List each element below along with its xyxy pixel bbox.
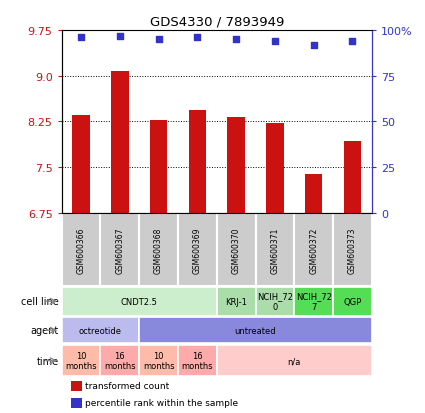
- Bar: [71, 398, 82, 408]
- FancyBboxPatch shape: [62, 318, 139, 343]
- Point: [272, 38, 278, 45]
- Text: 10
months: 10 months: [143, 351, 174, 370]
- Text: cell line: cell line: [21, 297, 59, 306]
- Text: time: time: [37, 356, 59, 366]
- Text: QGP: QGP: [343, 297, 362, 306]
- Text: GSM600373: GSM600373: [348, 227, 357, 273]
- Bar: [111, 72, 128, 214]
- Text: 16
months: 16 months: [104, 351, 136, 370]
- Bar: [266, 124, 283, 214]
- Text: n/a: n/a: [288, 356, 301, 365]
- Point: [233, 37, 240, 43]
- FancyBboxPatch shape: [139, 318, 372, 343]
- FancyBboxPatch shape: [62, 345, 100, 377]
- Bar: [305, 175, 323, 214]
- FancyBboxPatch shape: [255, 287, 294, 316]
- Text: 16
months: 16 months: [181, 351, 213, 370]
- FancyBboxPatch shape: [139, 345, 178, 377]
- Text: NCIH_72
0: NCIH_72 0: [257, 292, 293, 311]
- Point: [78, 35, 85, 42]
- FancyBboxPatch shape: [217, 214, 255, 286]
- FancyBboxPatch shape: [255, 214, 294, 286]
- Text: NCIH_72
7: NCIH_72 7: [296, 292, 332, 311]
- FancyBboxPatch shape: [333, 214, 372, 286]
- FancyBboxPatch shape: [100, 214, 139, 286]
- Text: transformed count: transformed count: [85, 381, 169, 390]
- Text: GSM600372: GSM600372: [309, 227, 318, 273]
- FancyBboxPatch shape: [178, 345, 217, 377]
- FancyBboxPatch shape: [333, 287, 372, 316]
- Text: GSM600367: GSM600367: [115, 227, 124, 273]
- Text: GSM600369: GSM600369: [193, 227, 202, 273]
- FancyBboxPatch shape: [294, 287, 333, 316]
- Bar: [72, 116, 90, 214]
- FancyBboxPatch shape: [294, 214, 333, 286]
- Text: untreated: untreated: [235, 326, 276, 335]
- Bar: [344, 142, 361, 214]
- FancyBboxPatch shape: [62, 287, 217, 316]
- Point: [155, 37, 162, 43]
- Text: percentile rank within the sample: percentile rank within the sample: [85, 398, 238, 407]
- Point: [349, 38, 356, 45]
- FancyBboxPatch shape: [100, 345, 139, 377]
- Point: [116, 33, 123, 40]
- Text: 10
months: 10 months: [65, 351, 97, 370]
- Text: octreotide: octreotide: [79, 326, 122, 335]
- FancyBboxPatch shape: [139, 214, 178, 286]
- Text: GSM600366: GSM600366: [76, 227, 85, 273]
- FancyBboxPatch shape: [217, 287, 255, 316]
- Text: agent: agent: [30, 325, 59, 335]
- FancyBboxPatch shape: [217, 345, 372, 377]
- Bar: [227, 118, 245, 214]
- Point: [310, 42, 317, 49]
- Text: GSM600368: GSM600368: [154, 227, 163, 273]
- Bar: [150, 120, 167, 214]
- Title: GDS4330 / 7893949: GDS4330 / 7893949: [150, 15, 284, 28]
- Text: GSM600370: GSM600370: [232, 227, 241, 273]
- Point: [194, 35, 201, 42]
- Text: GSM600371: GSM600371: [270, 227, 279, 273]
- FancyBboxPatch shape: [62, 214, 100, 286]
- FancyBboxPatch shape: [178, 214, 217, 286]
- Text: CNDT2.5: CNDT2.5: [121, 297, 158, 306]
- Bar: [189, 111, 206, 214]
- Bar: [71, 381, 82, 391]
- Text: KRJ-1: KRJ-1: [225, 297, 247, 306]
